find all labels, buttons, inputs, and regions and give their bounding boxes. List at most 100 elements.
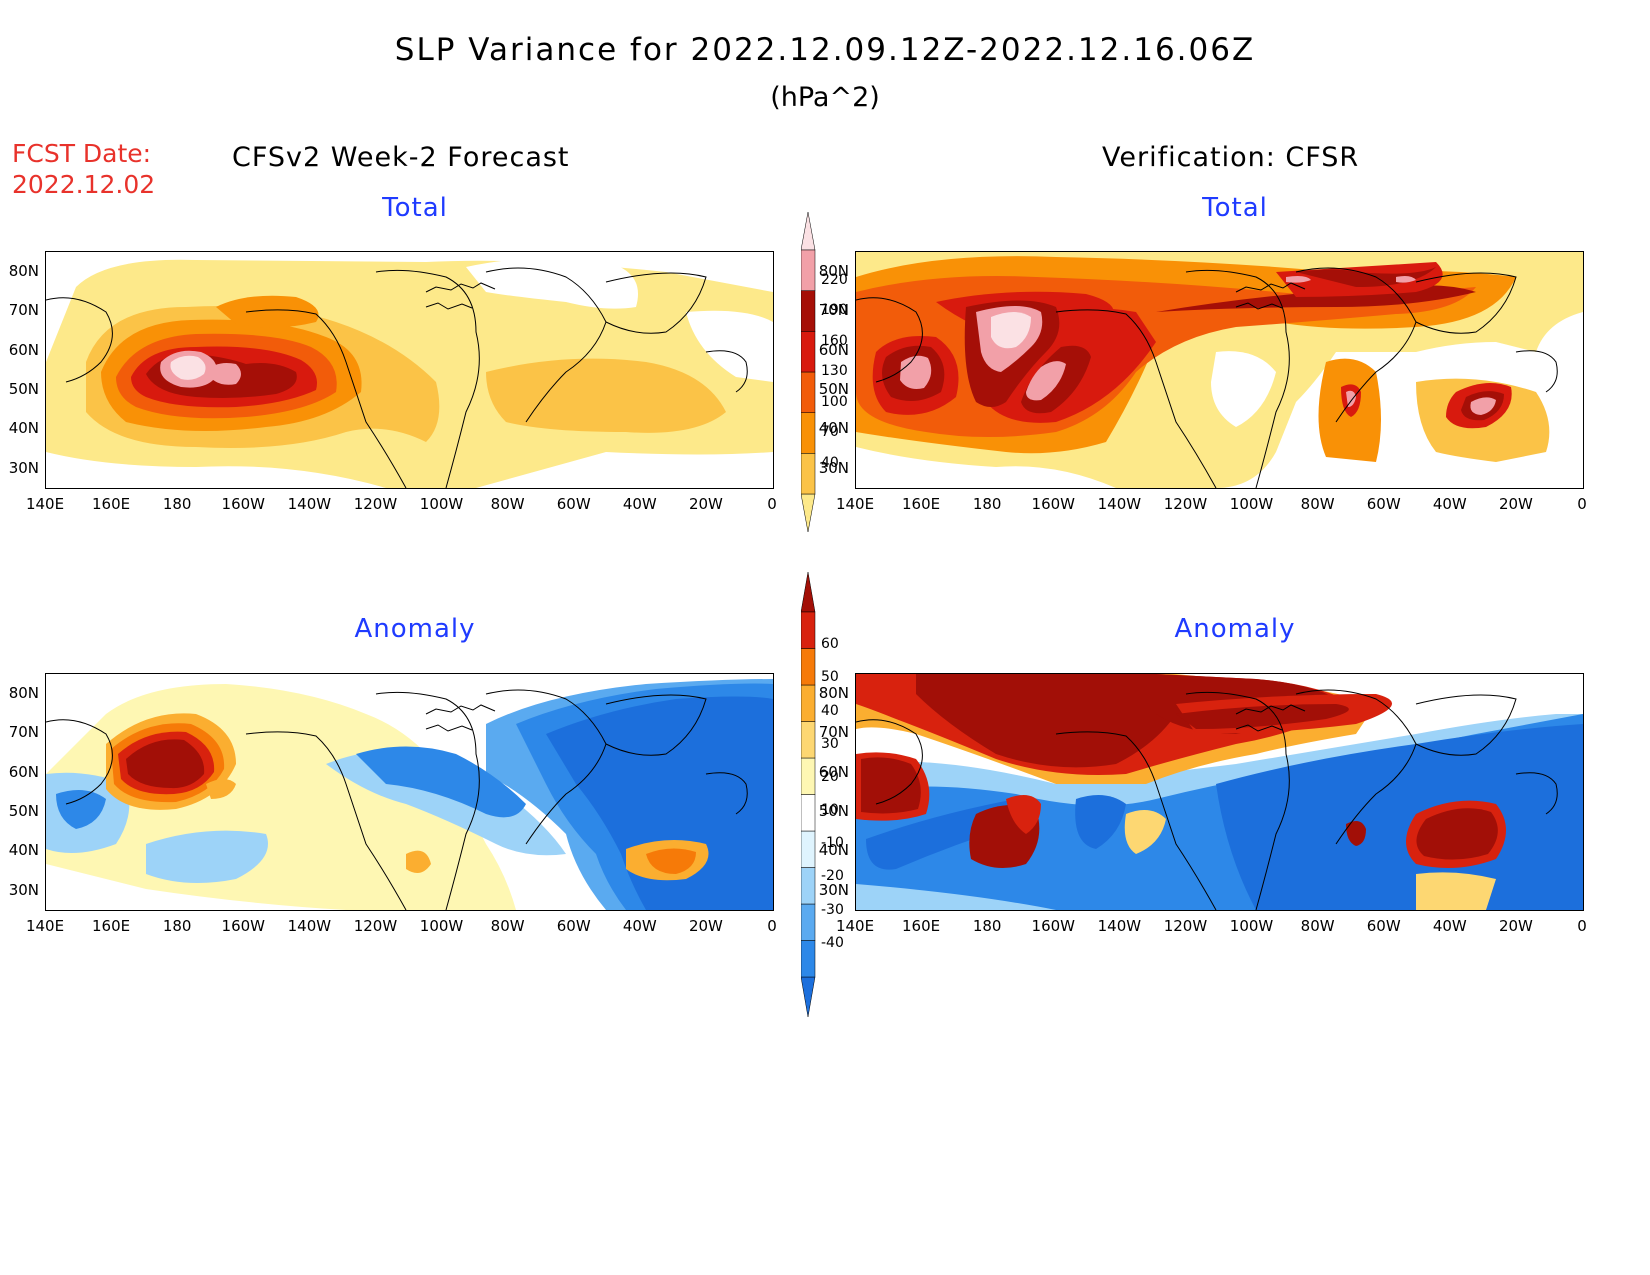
colorbar-swatch: [800, 331, 816, 373]
forecast-total-lon-label: 180: [162, 495, 192, 513]
forecast-anomaly-lat-label: 30N: [8, 881, 39, 899]
forecast-anomaly-lon-label: 60W: [556, 917, 591, 935]
verification-total-lon-label: 160E: [902, 495, 941, 513]
verification-total-lon-label: 20W: [1498, 495, 1533, 513]
verification-anomaly-lat-label: 70N: [818, 723, 849, 741]
colorbar-level-label: -30: [821, 901, 844, 918]
forecast-anomaly-lon-label: 140E: [25, 917, 65, 935]
colorbar-level-label: 60: [821, 636, 839, 653]
colorbar-swatch: [800, 249, 816, 291]
colorbar-swatch: [800, 684, 816, 722]
forecast-anomaly-lat-label: 70N: [8, 723, 39, 741]
verification-total-lat-label: 70N: [818, 301, 849, 319]
colorbar-cap-high: [800, 571, 816, 613]
forecast-anomaly-lat-label: 50N: [8, 802, 39, 820]
forecast-anomaly-lon-label: 120W: [353, 917, 398, 935]
forecast-anomaly-lat-label: 80N: [8, 684, 39, 702]
verification-heading: Verification: CFSR: [1102, 142, 1360, 173]
colorbar-swatch: [800, 648, 816, 686]
colorbar-level-label: 160: [821, 332, 848, 349]
colorbar-swatch: [800, 412, 816, 454]
forecast-anomaly-lon-label: 0: [767, 917, 777, 935]
verification-anomaly-lon-label: 40W: [1432, 917, 1467, 935]
verification-anomaly-lat-label: 50N: [818, 802, 849, 820]
forecast-total-lon-label: 140W: [287, 495, 332, 513]
forecast-date-block: FCST Date: 2022.12.02: [12, 138, 155, 200]
verification-total-lon-label: 140W: [1097, 495, 1142, 513]
verification-total-lon-label: 0: [1577, 495, 1587, 513]
verification-total-lat-label: 60N: [818, 341, 849, 359]
verification-anomaly-lon-label: 160W: [1031, 917, 1075, 935]
verification-total-lat-label: 50N: [818, 380, 849, 398]
verification-anomaly-lat-label: 40N: [818, 841, 849, 859]
forecast-total-map: [45, 251, 774, 489]
verification-anomaly-lon-label: 0: [1577, 917, 1587, 935]
colorbar-swatch: [800, 611, 816, 649]
anomaly-colorbar: -40 -30 -20 -10 10 20 30 40 50 60: [800, 571, 844, 1021]
verification-anomaly-lon-label: 100W: [1229, 917, 1274, 935]
colorbar-level-label: 40: [821, 702, 839, 719]
panel-title-verification-anomaly: Anomaly: [1174, 614, 1296, 644]
forecast-total-lon-label: 120W: [353, 495, 398, 513]
verification-anomaly-lat-label: 60N: [818, 763, 849, 781]
forecast-anomaly-lon-label: 160W: [221, 917, 265, 935]
colorbar-level-label: 30: [821, 735, 839, 752]
verification-total-lon-label: 140E: [835, 495, 875, 513]
verification-anomaly-lon-label: 180: [972, 917, 1002, 935]
verification-anomaly-lon-label: 140W: [1097, 917, 1142, 935]
panel-title-verification-total: Total: [1202, 193, 1268, 223]
colorbar-swatch: [800, 757, 816, 795]
colorbar-swatch: [800, 940, 816, 978]
forecast-anomaly-lat-label: 60N: [8, 763, 39, 781]
forecast-total-lon-label: 0: [767, 495, 777, 513]
forecast-total-lon-label: 80W: [490, 495, 525, 513]
forecast-anomaly-lon-label: 160E: [92, 917, 131, 935]
forecast-anomaly-lon-label: 180: [162, 917, 192, 935]
colorbar-swatch: [800, 794, 816, 832]
forecast-total-lat-label: 70N: [8, 301, 39, 319]
forecast-total-lon-label: 140E: [25, 495, 65, 513]
verification-anomaly-lon-label: 60W: [1366, 917, 1401, 935]
forecast-anomaly-lon-label: 40W: [622, 917, 657, 935]
colorbar-level-label: 40: [821, 454, 839, 471]
colorbar-level-label: -40: [821, 934, 844, 951]
colorbar-level-label: 220: [821, 271, 848, 288]
forecast-total-lat-label: 80N: [8, 262, 39, 280]
panel-title-forecast-anomaly: Anomaly: [354, 614, 476, 644]
verification-total-lat-label: 80N: [818, 262, 849, 280]
forecast-heading: CFSv2 Week-2 Forecast: [232, 142, 570, 173]
units-label: (hPa^2): [770, 82, 880, 113]
verification-anomaly-lon-label: 80W: [1300, 917, 1335, 935]
forecast-date-label: FCST Date:: [12, 139, 152, 168]
verification-total-lon-label: 160W: [1031, 495, 1075, 513]
verification-total-lon-label: 120W: [1163, 495, 1208, 513]
forecast-total-lon-label: 60W: [556, 495, 591, 513]
verification-anomaly-lon-label: 140E: [835, 917, 875, 935]
forecast-total-lon-label: 100W: [419, 495, 464, 513]
verification-total-map: [855, 251, 1584, 489]
colorbar-level-label: 100: [821, 393, 848, 410]
colorbar-level-label: 50: [821, 669, 839, 686]
colorbar-swatch: [800, 721, 816, 759]
verification-total-lon-label: 180: [972, 495, 1002, 513]
verification-total-lon-label: 80W: [1300, 495, 1335, 513]
forecast-anomaly-lon-label: 140W: [287, 917, 332, 935]
colorbar-level-label: -20: [821, 868, 844, 885]
forecast-anomaly-lon-label: 100W: [419, 917, 464, 935]
colorbar-swatch: [800, 830, 816, 868]
forecast-total-lat-label: 60N: [8, 341, 39, 359]
colorbar-swatch: [800, 290, 816, 332]
verification-anomaly-map: [855, 673, 1584, 911]
colorbar-level-label: 10: [821, 802, 839, 819]
colorbar-cap-low: [800, 976, 816, 1018]
forecast-total-lon-label: 20W: [688, 495, 723, 513]
colorbar-level-label: 70: [821, 424, 839, 440]
verification-anomaly-lat-label: 30N: [818, 881, 849, 899]
colorbar-level-label: -10: [821, 835, 844, 852]
forecast-date-value: 2022.12.02: [12, 170, 156, 199]
verification-anomaly-lat-label: 80N: [818, 684, 849, 702]
forecast-anomaly-map: [45, 673, 774, 911]
verification-total-lat-label: 40N: [818, 419, 849, 437]
verification-total-lon-label: 60W: [1366, 495, 1401, 513]
colorbar-level-label: 20: [821, 768, 839, 785]
